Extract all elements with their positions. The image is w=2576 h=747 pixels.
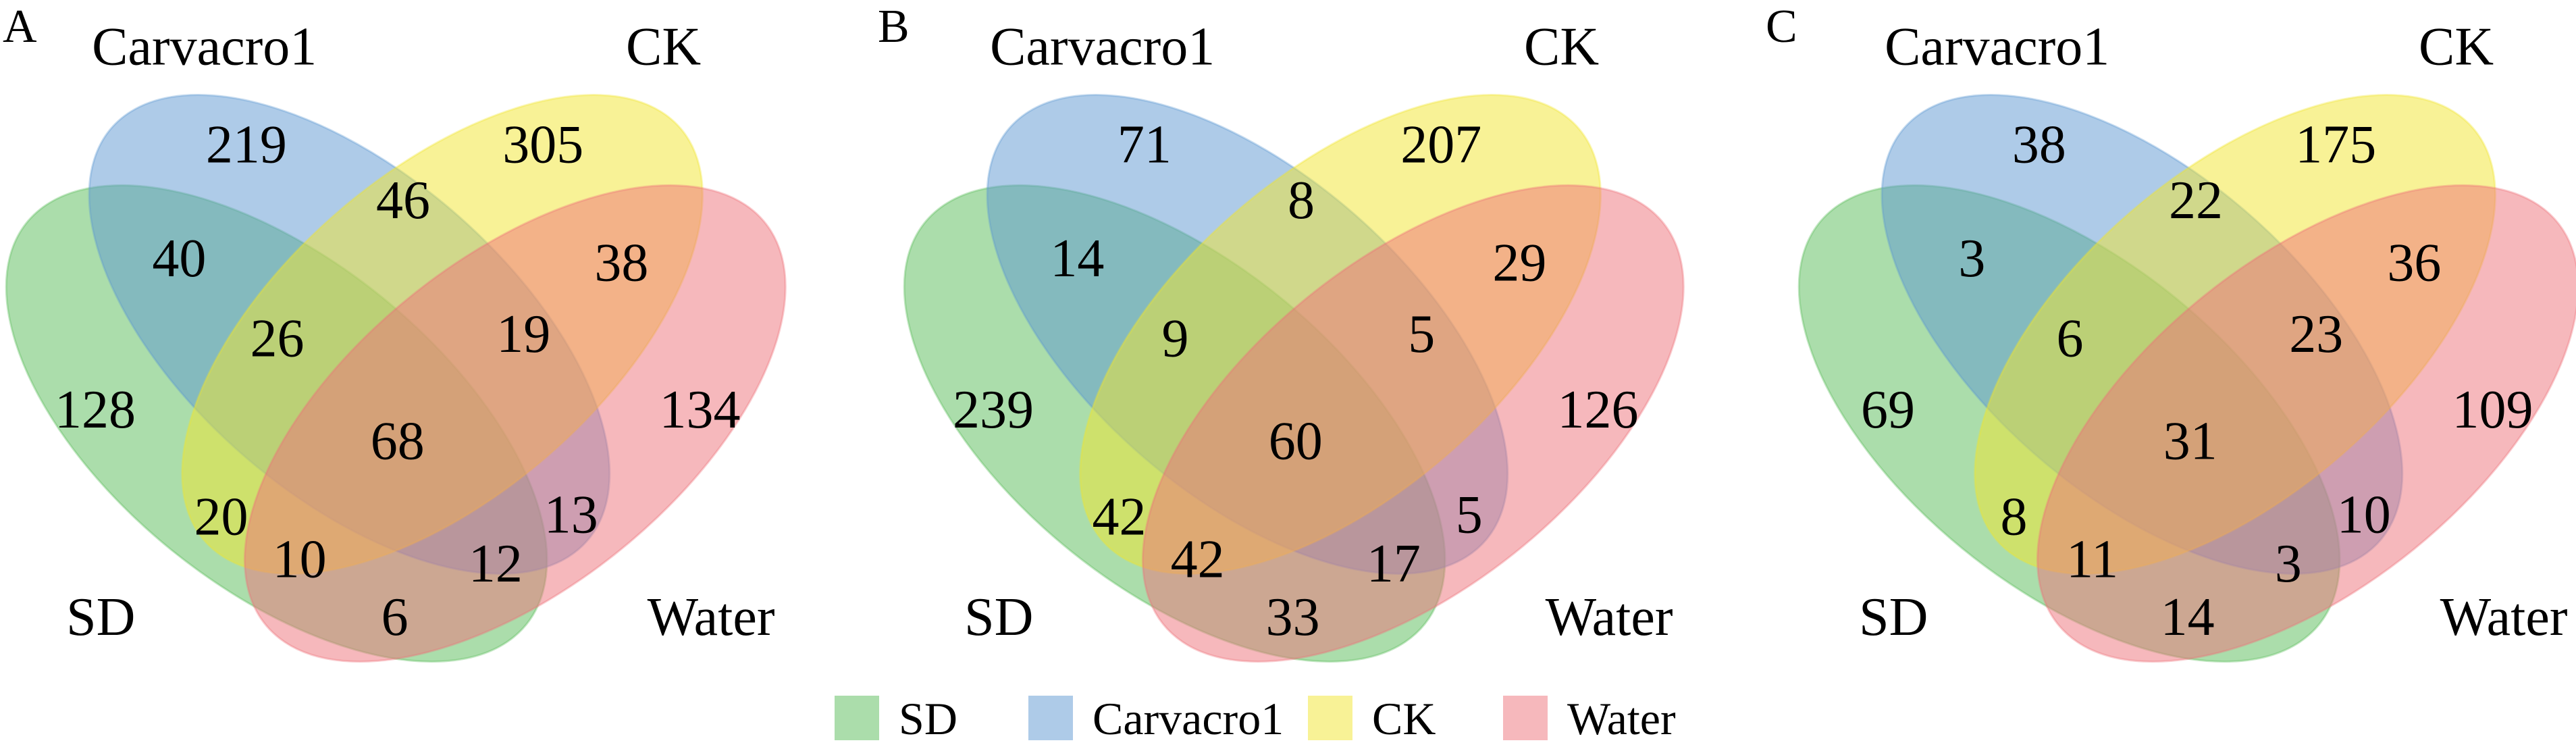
region-count-sd-carvacro1-ck: 9: [1161, 309, 1188, 369]
region-count-sd-only: 128: [55, 380, 136, 440]
region-count-carvacro1-only: 219: [206, 115, 287, 175]
venn-shapes: [0, 24, 887, 736]
region-count-sd-carvacro1: 14: [1050, 229, 1104, 288]
set-label-carvacro1: Carvacro1: [990, 17, 1215, 76]
region-count-carvacro1-only: 71: [1118, 115, 1172, 175]
region-count-sd-carvacro1-water: 12: [469, 534, 523, 594]
region-count-ck-only: 175: [2295, 115, 2376, 175]
region-count-ck-water: 38: [594, 233, 648, 292]
region-count-sd-ck: 8: [2001, 488, 2028, 547]
set-label-ck: CK: [2419, 17, 2494, 76]
region-count-carvacro1-water: 10: [2337, 485, 2391, 544]
region-count-carvacro1-ck: 22: [2169, 171, 2223, 230]
venn-shapes: [803, 24, 1785, 736]
region-count-ck-water: 36: [2387, 233, 2441, 292]
region-count-carvacro1-water: 5: [1456, 485, 1483, 544]
set-label-ck: CK: [1524, 17, 1599, 76]
set-label-sd: SD: [1859, 588, 1928, 647]
legend-label-water: Water: [1567, 693, 1676, 744]
region-count-carvacro1-ck: 8: [1288, 171, 1315, 230]
region-count-ck-water: 29: [1492, 233, 1546, 292]
legend-swatch-carvacro1: [1028, 696, 1073, 740]
panel-letter: B: [878, 1, 910, 53]
region-count-ck-only: 207: [1400, 115, 1481, 175]
set-label-sd: SD: [964, 588, 1033, 647]
set-ellipse-water: [1936, 110, 2576, 736]
region-count-ck-only: 305: [502, 115, 583, 175]
region-count-carvacro1-ck-water: 5: [1408, 305, 1435, 364]
region-count-sd-carvacro1-water: 17: [1367, 534, 1421, 594]
set-ellipse-water: [143, 110, 887, 736]
region-count-sd-ck: 20: [194, 488, 248, 547]
region-count-water-only: 126: [1557, 380, 1638, 440]
region-count-carvacro1-ck-water: 19: [496, 305, 550, 364]
legend-label-ck: CK: [1372, 693, 1436, 744]
region-count-carvacro1-only: 38: [2012, 115, 2066, 175]
set-label-water: Water: [648, 588, 775, 647]
set-label-ck: CK: [626, 17, 701, 76]
region-count-sd-carvacro1-ck: 6: [2056, 309, 2083, 369]
region-count-sd-water: 14: [2161, 588, 2215, 647]
set-label-sd: SD: [66, 588, 135, 647]
region-count-sd-only: 239: [953, 380, 1034, 440]
legend-label-carvacro1: Carvacro1: [1093, 693, 1284, 744]
region-count-carvacro1-water: 13: [544, 485, 598, 544]
region-count-sd-ck-water: 42: [1171, 530, 1225, 589]
legend-swatch-sd: [835, 696, 879, 740]
region-count-carvacro1-ck: 46: [376, 171, 430, 230]
region-count-all: 60: [1269, 411, 1323, 471]
legend-label-sd: SD: [899, 693, 957, 744]
venn-shapes: [1698, 24, 2576, 736]
region-count-sd-carvacro1: 40: [152, 229, 206, 288]
region-count-carvacro1-ck-water: 23: [2289, 305, 2343, 364]
region-count-sd-water: 33: [1266, 588, 1320, 647]
region-count-all: 68: [371, 411, 425, 471]
region-count-sd-water: 6: [382, 588, 409, 647]
set-label-water: Water: [1546, 588, 1673, 647]
region-count-sd-carvacro1-ck: 26: [250, 309, 304, 369]
legend-swatch-water: [1503, 696, 1548, 740]
legend-swatch-ck: [1308, 696, 1352, 740]
region-count-sd-ck-water: 11: [2066, 530, 2118, 589]
venn-panel-a: SD Carvacro1 CK Water 128 219 305 134 40 46 38 26 19…: [0, 17, 887, 736]
region-count-sd-ck-water: 10: [273, 530, 327, 589]
region-count-water-only: 109: [2452, 380, 2533, 440]
set-label-water: Water: [2440, 588, 2568, 647]
panel-letter: A: [3, 1, 37, 53]
set-label-carvacro1: Carvacro1: [92, 17, 317, 76]
set-ellipse-water: [1041, 110, 1785, 736]
legend: SD Carvacro1 CK Water: [835, 693, 1676, 744]
region-count-sd-only: 69: [1861, 380, 1915, 440]
venn-panel-b: SD Carvacro1 CK Water 239 71 207 126 14 8 29 9 5 60 42…: [803, 17, 1785, 736]
region-count-sd-ck: 42: [1093, 488, 1147, 547]
region-count-sd-carvacro1-water: 3: [2275, 534, 2302, 594]
panel-letter: C: [1766, 1, 1797, 53]
set-label-carvacro1: Carvacro1: [1885, 17, 2109, 76]
region-count-all: 31: [2163, 411, 2217, 471]
region-count-sd-carvacro1: 3: [1958, 229, 1985, 288]
region-count-water-only: 134: [659, 380, 740, 440]
